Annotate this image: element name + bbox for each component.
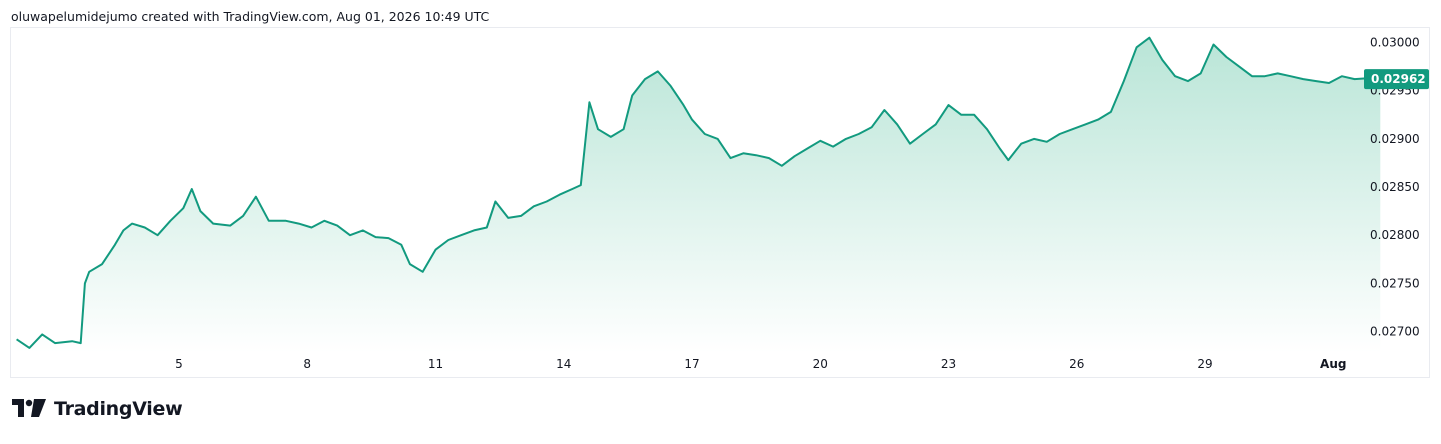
x-tick-label: 23	[941, 357, 956, 371]
y-tick-label: 0.02700	[1370, 325, 1420, 339]
x-tick-label: 5	[175, 357, 183, 371]
chart-frame: 0.02700 0.02750 0.02800 0.02850 0.02900 0.029…	[10, 27, 1430, 378]
chart-attribution: oluwapelumidejumo created with TradingVi…	[11, 9, 490, 24]
x-tick-label: 29	[1197, 357, 1212, 371]
x-tick-label: Aug	[1320, 357, 1346, 371]
x-tick-label: 26	[1069, 357, 1084, 371]
x-tick-label: 11	[428, 357, 443, 371]
price-chart[interactable]: 0.02700 0.02750 0.02800 0.02850 0.02900 0.029…	[11, 28, 1431, 379]
last-price-badge	[1364, 69, 1429, 90]
tradingview-brand[interactable]: TradingView	[12, 398, 183, 420]
tradingview-logo-icon	[12, 399, 46, 417]
price-area-fill	[16, 37, 1381, 353]
x-tick-label: 14	[556, 357, 571, 371]
brand-name: TradingView	[54, 398, 183, 420]
y-tick-label: 0.02900	[1370, 132, 1420, 146]
y-tick-label: 0.03000	[1370, 36, 1420, 50]
y-tick-label: 0.02800	[1370, 228, 1420, 242]
x-tick-label: 8	[303, 357, 311, 371]
x-tick-label: 17	[684, 357, 699, 371]
price-line	[16, 36, 1381, 349]
x-tick-label: 20	[813, 357, 828, 371]
last-price-label: 0.02962	[1371, 72, 1426, 86]
y-tick-label: 0.02750	[1370, 276, 1420, 290]
y-tick-label: 0.02850	[1370, 180, 1420, 194]
